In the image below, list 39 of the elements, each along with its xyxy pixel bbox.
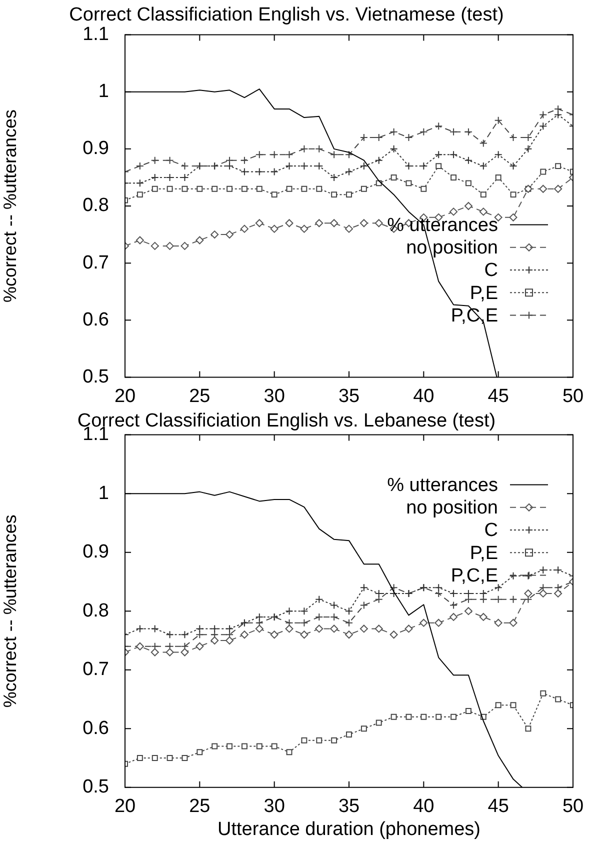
y-tick-label: 1.1: [82, 24, 109, 46]
x-tick-label: 40: [413, 796, 434, 818]
y-tick-label: 0.8: [82, 195, 109, 216]
legend-label: P,E: [470, 282, 498, 304]
x-tick-label: 20: [114, 796, 136, 818]
legend-label: no position: [406, 498, 498, 519]
y-tick-label: 1: [98, 81, 109, 102]
y-axis-title: %correct -- %utterances: [0, 514, 20, 708]
legend-label: P,C,E: [450, 565, 498, 586]
x-tick-label: 35: [338, 386, 360, 407]
y-tick-label: 0.7: [82, 252, 109, 274]
legend-label: P,E: [470, 542, 498, 564]
y-tick-label: 0.8: [82, 600, 109, 622]
x-tick-label: 50: [562, 796, 584, 818]
x-tick-label: 45: [488, 796, 509, 818]
legend-label: % utterances: [387, 475, 498, 496]
y-tick-label: 0.9: [82, 542, 109, 563]
x-tick-label: 25: [189, 796, 210, 818]
legend-label: no position: [406, 238, 498, 259]
x-tick-label: 25: [189, 386, 210, 407]
y-tick-label: 0.6: [82, 309, 109, 330]
x-axis-title: Utterance duration (phonemes): [218, 818, 480, 840]
legend-label: C: [484, 260, 498, 282]
x-tick-label: 20: [114, 386, 136, 407]
x-tick-label: 40: [413, 386, 434, 407]
y-tick-label: 0.7: [82, 659, 109, 680]
x-tick-label: 50: [562, 386, 584, 407]
x-tick-label: 35: [338, 796, 360, 818]
y-tick-label: 0.9: [82, 138, 109, 160]
legend-label: C: [484, 520, 498, 542]
chart-title: Correct Classificiation English vs. Vietnamese (test): [69, 4, 504, 26]
y-tick-label: 0.5: [82, 776, 109, 798]
x-tick-label: 45: [488, 386, 509, 407]
y-tick-label: 1: [98, 482, 109, 504]
x-tick-label: 30: [264, 796, 285, 818]
x-tick-label: 30: [264, 386, 285, 407]
y-tick-label: 0.5: [82, 366, 109, 388]
y-tick-label: 0.6: [82, 718, 109, 739]
y-axis-title: %correct -- %utterances: [0, 109, 20, 303]
